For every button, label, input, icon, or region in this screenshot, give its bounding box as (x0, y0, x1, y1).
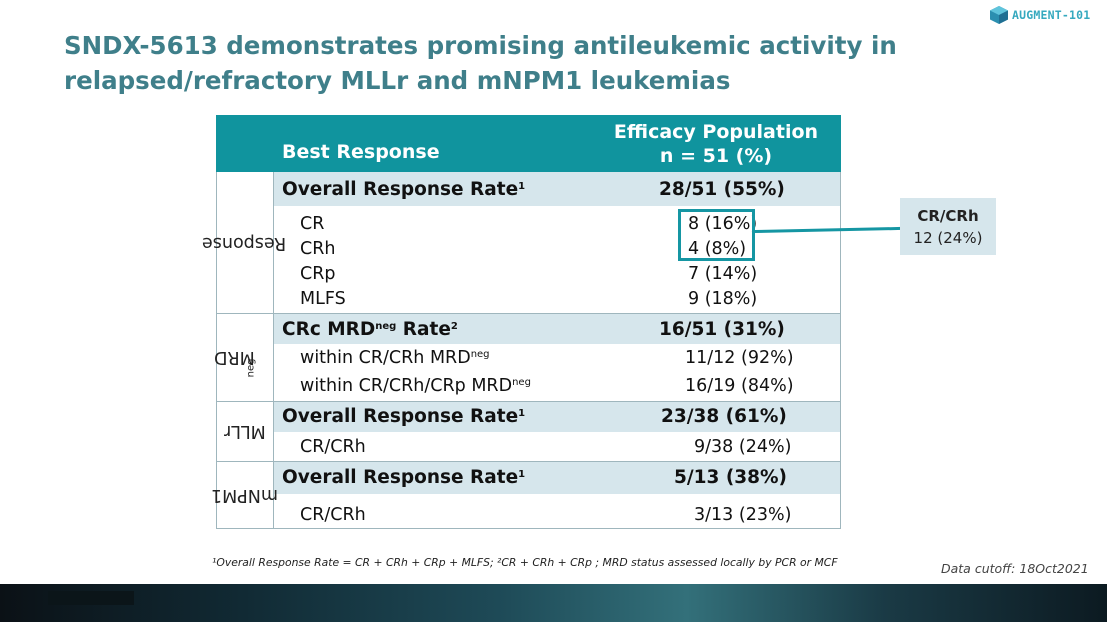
callout-line2: 12 (24%) (913, 228, 983, 247)
group-divider (216, 461, 841, 462)
hexagon-cube-icon (990, 6, 1008, 24)
page-title: SNDX-5613 demonstrates promising antileu… (64, 31, 897, 95)
row-label: CRp (300, 264, 336, 284)
footer-band (0, 584, 1107, 622)
callout-line1: CR/CRh (917, 206, 979, 225)
row-label: CRc MRDneg Rate2 (282, 319, 458, 340)
band-orr-mnpm1 (273, 461, 841, 494)
row-value: 16/19 (84%) (685, 376, 794, 396)
row-value: 5/13 (38%) (674, 467, 788, 488)
table-bottom-border (216, 528, 841, 529)
row-value: 16/51 (31%) (659, 319, 785, 340)
group-column-divider (273, 172, 274, 529)
footer-mark (48, 591, 134, 605)
row-label: within CR/CRh/CRp MRDneg (300, 376, 531, 396)
row-value: 3/13 (23%) (694, 505, 792, 525)
row-value: 23/38 (61%) (661, 406, 787, 427)
group-label-mrd: MRD neg (214, 347, 257, 378)
row-value: 9 (18%) (688, 289, 758, 309)
table-header: Best Response Efficacy Population n = 51… (216, 115, 841, 172)
augment-logo: AUGMENT-101 (988, 5, 1090, 25)
table-right-border (840, 172, 841, 529)
band-orr-all (273, 172, 841, 206)
header-efficacy-line2: n = 51 (%) (659, 145, 773, 167)
band-orr-mllr (273, 401, 841, 432)
cr-crh-callout: CR/CRh 12 (24%) (900, 198, 996, 255)
row-value: 8 (16%) (688, 214, 758, 234)
group-label-response: Response (202, 232, 287, 253)
row-label: CR (300, 214, 325, 234)
logo-text: AUGMENT-101 (1012, 8, 1091, 22)
row-value: 28/51 (55%) (659, 179, 785, 200)
group-label-mllr: MLLr (223, 421, 266, 441)
band-crc-mrd (273, 313, 841, 344)
row-value: 4 (8%) (688, 239, 747, 259)
row-value: 7 (14%) (688, 264, 758, 284)
table-left-border (216, 172, 217, 529)
efficacy-table: Best Response Efficacy Population n = 51… (202, 115, 841, 529)
row-label: CR/CRh (300, 505, 366, 525)
row-label: Overall Response Rate1 (282, 406, 526, 427)
row-label: Overall Response Rate1 (282, 467, 526, 488)
header-efficacy-line1: Efficacy Population (613, 121, 819, 143)
data-cutoff: Data cutoff: 18Oct2021 (941, 561, 1089, 576)
row-label: CRh (300, 239, 336, 259)
group-divider (216, 313, 841, 314)
row-value: 11/12 (92%) (685, 348, 794, 368)
row-label: Overall Response Rate1 (282, 179, 526, 200)
group-label-mnpm1: mNPM1 (211, 484, 278, 505)
group-divider (216, 401, 841, 402)
header-efficacy-population: Efficacy Population n = 51 (%) (606, 120, 826, 168)
row-label: within CR/CRh MRDneg (300, 348, 490, 368)
cr-crh-highlight-box (678, 209, 755, 261)
row-label: MLFS (300, 289, 346, 309)
row-value: 9/38 (24%) (694, 437, 792, 457)
row-label: CR/CRh (300, 437, 366, 457)
footnote: ¹Overall Response Rate = CR + CRh + CRp … (212, 556, 838, 569)
header-best-response: Best Response (282, 141, 440, 163)
